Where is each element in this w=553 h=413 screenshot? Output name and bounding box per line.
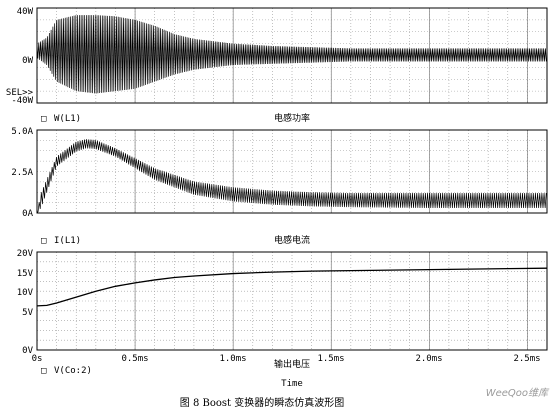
legend-marker-current: □: [41, 236, 47, 246]
series-line-v-co2: [36, 267, 548, 307]
sel-marker: SEL>>: [6, 88, 34, 98]
ytick-label-40w: 40W: [17, 7, 34, 17]
grid-voltage: [37, 252, 547, 350]
figure-caption: 图 8 Boost 变换器的瞬态仿真波形图: [180, 396, 344, 409]
plot-frame-voltage: [36, 251, 548, 351]
ytick-label-0a: 0A: [22, 209, 33, 219]
panel-current: 5.0A 2.5A 0A □ I(L1) 电感电流: [11, 127, 548, 246]
ytick-label-0v: 0V: [22, 346, 33, 356]
panel-label-voltage: 输出电压: [274, 358, 310, 370]
xtick-label-0-5ms: 0.5ms: [121, 354, 148, 364]
ytick-label-2-5a: 2.5A: [11, 168, 33, 178]
ytick-label-minus-40w: -40W: [11, 96, 33, 106]
panel-label-power: 电感功率: [274, 112, 310, 124]
xtick-label-2-0ms: 2.0ms: [415, 354, 442, 364]
legend-label-power: W(L1): [54, 114, 81, 124]
panel-voltage: 20V 15V 10V 5V 0V 0s 0.5ms 1.0ms 1.5ms 2…: [17, 249, 548, 389]
ytick-label-5a: 5.0A: [11, 127, 33, 137]
series-line-i-l1: [36, 139, 547, 214]
legend-marker-voltage: □: [41, 366, 47, 376]
xtick-label-2-5ms: 2.5ms: [513, 354, 540, 364]
ytick-label-20v: 20V: [17, 249, 34, 259]
ytick-label-0w: 0W: [22, 56, 33, 66]
ytick-label-15v: 15V: [17, 269, 34, 279]
xtick-label-0s: 0s: [32, 354, 43, 364]
legend-marker-power: □: [41, 114, 47, 124]
xtick-label-1-0ms: 1.0ms: [219, 354, 246, 364]
legend-label-current: I(L1): [54, 236, 81, 246]
series-line-w-l1: [36, 15, 547, 94]
plot-frame-power: [36, 7, 548, 104]
xtick-label-1-5ms: 1.5ms: [317, 354, 344, 364]
ytick-label-5v: 5V: [22, 308, 33, 318]
plot-frame-current: [36, 129, 548, 214]
legend-label-voltage: V(Co:2): [54, 366, 92, 376]
ytick-label-10v: 10V: [17, 288, 34, 298]
watermark-logo: WeeQoo维库: [486, 387, 550, 399]
panel-label-current: 电感电流: [274, 234, 310, 246]
x-axis-label: Time: [281, 379, 303, 389]
panel-power: 40W 0W -40W SEL>> □ W(L1) 电感功率: [6, 7, 548, 124]
